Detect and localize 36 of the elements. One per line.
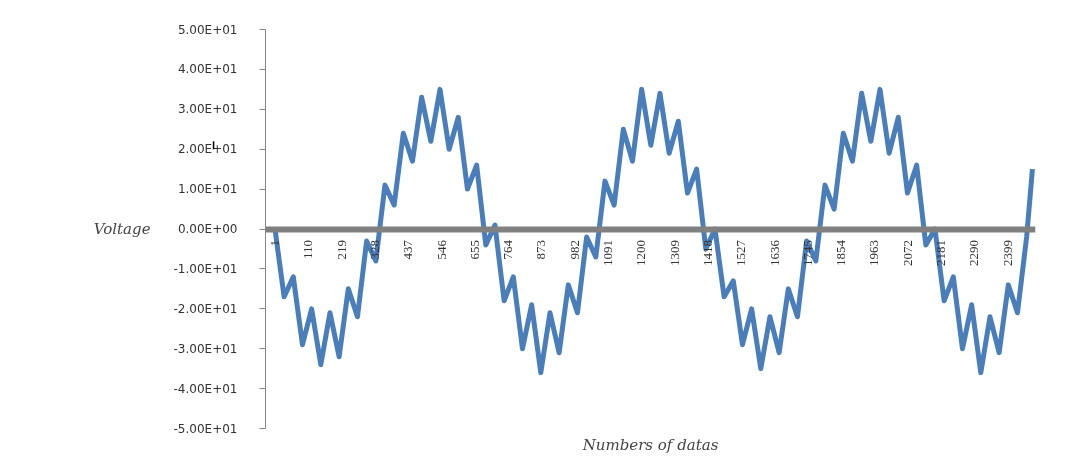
- x-tick-label: 1200: [633, 240, 649, 266]
- y-tick-label: -3.00E+01: [173, 341, 238, 356]
- x-tick-label: 437: [400, 239, 416, 260]
- y-axis-title: Voltage: [93, 220, 151, 238]
- x-tick-label: 1527: [733, 239, 749, 266]
- x-tick-label: 1963: [866, 240, 882, 266]
- x-tick-label: 2290: [966, 240, 982, 266]
- x-tick-label: 1: [266, 240, 282, 247]
- y-tick-label: 5.00E+01: [177, 22, 238, 37]
- y-tick-label: -4.00E+01: [173, 381, 238, 396]
- y-tick-label: 4.00E+01: [177, 62, 238, 77]
- x-tick-label: 873: [533, 240, 549, 260]
- x-tick-label: 655: [466, 240, 482, 260]
- x-tick-label: 110: [300, 239, 316, 260]
- x-tick-label: 219: [333, 240, 349, 260]
- y-tick-label: 0.00E+00: [177, 222, 238, 236]
- x-tick-label: 2181: [933, 240, 949, 266]
- x-tick-label: 982: [566, 240, 582, 260]
- y-tick-label: 3.00E+01: [177, 102, 238, 117]
- x-tick-label: 546: [433, 239, 449, 260]
- x-tick-label: 1636: [766, 239, 782, 266]
- x-tick-label: 764: [500, 239, 516, 260]
- x-tick-label: 1091: [600, 240, 616, 266]
- y-tick-label: 2.00E+01: [177, 142, 238, 157]
- x-tick-label: 1854: [833, 239, 849, 266]
- x-tick-label: 1745: [799, 240, 815, 266]
- y-tick-label: -1.00E+01: [173, 261, 238, 276]
- x-tick-label: 1309: [666, 240, 682, 266]
- x-tick-label: 2072: [899, 240, 915, 266]
- x-axis-title: Numbers of datas: [581, 435, 719, 454]
- y-tick-label: -2.00E+01: [173, 301, 238, 316]
- x-tick-label: 2399: [999, 240, 1015, 266]
- y-tick-label: -5.00E+01: [173, 421, 238, 436]
- y-tick-label: 1.00E+01: [177, 182, 238, 197]
- x-tick-label: 328: [366, 240, 382, 260]
- x-tick-label: 1418: [699, 240, 715, 266]
